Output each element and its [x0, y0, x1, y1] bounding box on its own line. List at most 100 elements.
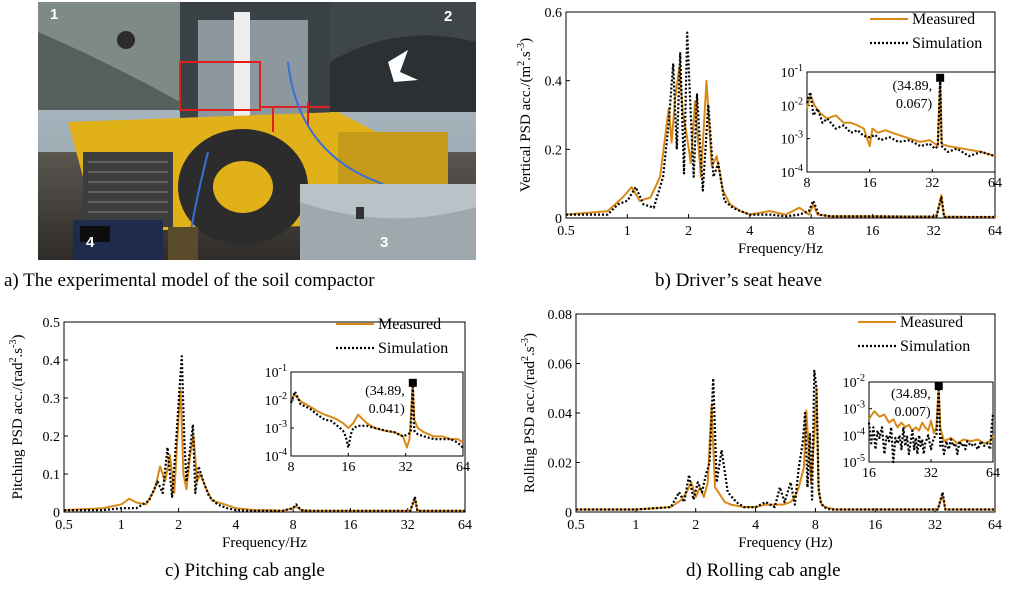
chart-c-inset-x-tick-label: 16 — [341, 460, 355, 475]
chart-c-inset-x-tick-label: 32 — [399, 460, 413, 475]
chart-c-y-tick-label: 0.1 — [43, 468, 61, 483]
chart-d-inset-y-tick-label: 10-3 — [843, 400, 865, 418]
chart-d-x-tick-label: 2 — [692, 518, 699, 533]
chart-b-x-tick-label: 4 — [746, 224, 753, 239]
chart-d-inset-annotation-line2: 0.007) — [895, 405, 932, 420]
chart-d-x-tick-label: 0.5 — [567, 518, 585, 533]
chart-b-x-tick-label: 0.5 — [557, 224, 575, 239]
chart-d-x-tick-label: 1 — [632, 518, 639, 533]
chart-d-y-tick-label: 0.04 — [548, 407, 573, 422]
chart-c-y-tick-label: 0.5 — [43, 316, 61, 331]
chart-c-legend-simulation-label: Simulation — [378, 340, 448, 357]
compactor-photo: 1 2 3 4 — [38, 2, 476, 260]
chart-c-inset-series-measured-line — [290, 381, 464, 449]
chart-b-inset-x-tick-label: 32 — [925, 176, 939, 191]
chart-b-inset-x-tick-label: 16 — [863, 176, 877, 191]
chart-b-x-axis-label: Frequency/Hz — [738, 241, 823, 257]
chart-c-x-tick-label: 32 — [401, 518, 415, 533]
chart-c-inset-annotation-line1: (34.89, — [365, 384, 405, 399]
chart-d-inset-series-measured-line — [868, 385, 994, 445]
chart-c-x-tick-label: 0.5 — [55, 518, 73, 533]
chart-d-x-tick-label: 32 — [928, 518, 942, 533]
chart-b-inset-series-simulation-line — [805, 78, 996, 158]
chart-c-y-tick-label: 0.2 — [43, 430, 61, 445]
chart-d-inset-y-tick-label: 10-4 — [843, 426, 865, 444]
chart-c-y-axis-label: Pitching PSD acc./(rad2.s-3) — [8, 335, 26, 500]
chart-c-inset-y-tick-label: 10-3 — [265, 419, 287, 437]
chart-d-inset-x-tick-label: 32 — [924, 466, 938, 481]
chart-d-y-tick-label: 0.02 — [548, 457, 573, 472]
chart-b-x-tick-label: 64 — [988, 224, 1002, 239]
chart-d-inset-x-tick-label: 64 — [986, 466, 1000, 481]
chart-d-series-measured-line — [576, 387, 995, 511]
inset-label-4: 4 — [86, 234, 95, 251]
chart-b-inset-y-tick-label: 10-2 — [781, 96, 803, 114]
chart-b-inset-y-tick-label: 10-3 — [781, 130, 803, 148]
chart-c-inset-y-tick-label: 10-4 — [265, 447, 287, 465]
chart-d-x-tick-label: 8 — [812, 518, 819, 533]
chart-b-x-tick-label: 32 — [927, 224, 941, 239]
chart-d-y-tick-label: 0.08 — [548, 308, 573, 323]
chart-d-inset-series-simulation-line — [867, 386, 995, 464]
chart-b-inset-peak-marker — [936, 73, 945, 82]
caption-d: d) Rolling cab angle — [686, 560, 841, 581]
chart-c-inset-series-simulation-line — [289, 383, 464, 449]
chart-b-x-tick-label: 1 — [624, 224, 631, 239]
chart-c-inset-y-tick-label: 10-1 — [265, 363, 287, 381]
chart-d-inset-y-tick-label: 10-2 — [843, 373, 865, 391]
chart-c-y-tick-label: 0.3 — [43, 392, 61, 407]
chart-d-legend-measured-label: Measured — [900, 314, 963, 331]
chart-b-x-tick-label: 2 — [685, 224, 692, 239]
chart-b-inset-frame — [806, 71, 996, 173]
chart-d-y-tick-label: 0 — [565, 506, 572, 521]
chart-b-y-tick-label: 0.2 — [545, 143, 563, 158]
chart-d-series-simulation-line — [576, 369, 995, 511]
inset-label-1: 1 — [50, 6, 59, 23]
chart-b-legend-simulation-label: Simulation — [912, 35, 982, 52]
chart-c-inset-peak-marker — [408, 378, 417, 387]
chart-c-inset-frame — [290, 371, 464, 457]
chart-c-y-tick-label: 0 — [53, 506, 60, 521]
chart-c-x-axis-label: Frequency/Hz — [222, 535, 307, 551]
chart-d-x-tick-label: 64 — [988, 518, 1002, 533]
chart-c-y-tick-label: 0.4 — [43, 354, 61, 369]
chart-b-inset-series-measured-line — [806, 76, 996, 158]
chart-d-inset-y-tick-label: 10-5 — [843, 453, 865, 471]
chart-d-inset-x-tick-label: 16 — [862, 466, 876, 481]
chart-d-y-tick-label: 0.06 — [548, 358, 573, 373]
chart-b-x-tick-label: 8 — [808, 224, 815, 239]
chart-d-legend-simulation-label: Simulation — [900, 338, 970, 355]
chart-b-inset-annotation-line2: 0.067) — [896, 97, 933, 112]
chart-c-inset-y-tick-label: 10-2 — [265, 391, 287, 409]
chart-c-x-tick-label: 1 — [118, 518, 125, 533]
chart-c-inset-annotation-line2: 0.041) — [369, 402, 406, 417]
chart-b-inset-x-tick-label: 8 — [804, 176, 811, 191]
chart-b-y-tick-label: 0.6 — [545, 6, 563, 21]
chart-c-x-tick-label: 2 — [175, 518, 182, 533]
chart-b-x-tick-label: 16 — [865, 224, 879, 239]
inset-label-2: 2 — [444, 8, 453, 25]
chart-c-legend-measured-label: Measured — [378, 316, 441, 333]
photo-caption: a) The experimental model of the soil co… — [4, 270, 375, 291]
chart-c-inset-x-tick-label: 8 — [288, 460, 295, 475]
chart-d-x-tick-label: 16 — [868, 518, 882, 533]
caption-c: c) Pitching cab angle — [165, 560, 325, 581]
chart-c-series-simulation-line — [64, 355, 465, 512]
chart-d-y-axis-label: Rolling PSD acc./(rad2.s-3) — [520, 333, 538, 493]
chart-c-plot-frame — [63, 321, 466, 513]
chart-b-y-tick-label: 0.4 — [545, 75, 563, 90]
chart-c-x-tick-label: 64 — [458, 518, 472, 533]
chart-b-y-tick-label: 0 — [555, 212, 562, 227]
chart-d-x-axis-label: Frequency (Hz) — [738, 535, 833, 551]
chart-d-inset-annotation-line1: (34.89, — [891, 387, 931, 402]
chart-b-inset-x-tick-label: 64 — [988, 176, 1002, 191]
chart-b-inset-annotation-line1: (34.89, — [892, 79, 932, 94]
chart-c-x-tick-label: 16 — [343, 518, 357, 533]
chart-d-x-tick-label: 4 — [752, 518, 759, 533]
chart-c-x-tick-label: 4 — [232, 518, 239, 533]
chart-b-inset-y-tick-label: 10-1 — [781, 63, 803, 81]
chart-c-x-tick-label: 8 — [290, 518, 297, 533]
chart-b-inset-y-tick-label: 10-4 — [781, 163, 803, 181]
inset-label-3: 3 — [380, 234, 389, 251]
